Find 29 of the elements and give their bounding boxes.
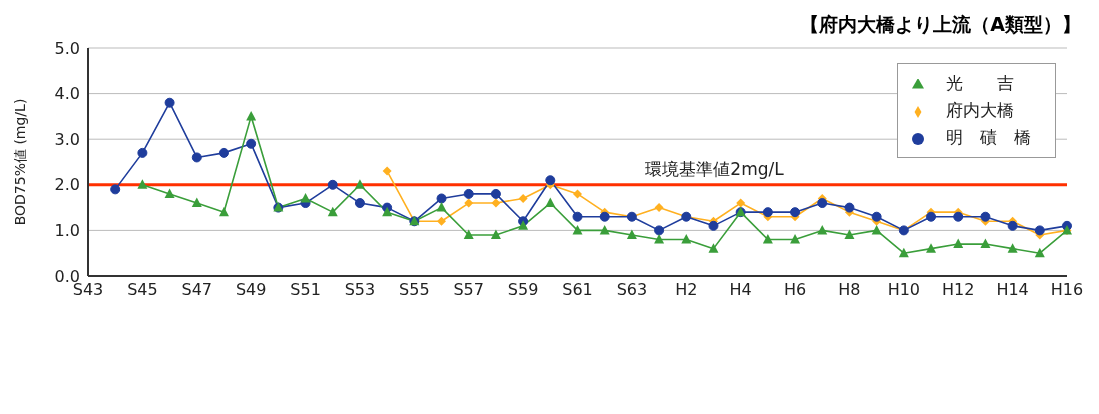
legend-label: 光 吉 (946, 73, 1014, 93)
legend-label: 明 磧 橋 (946, 127, 1031, 147)
y-axis-title: BOD75%値 (mg/L) (11, 98, 28, 226)
x-tick-label: S51 (290, 280, 321, 300)
x-tick-label: H8 (838, 280, 861, 300)
x-tick-label: H4 (729, 280, 752, 300)
x-tick-label: S47 (181, 280, 213, 300)
x-tick-label: S61 (562, 280, 593, 300)
x-tick-label: H2 (675, 280, 698, 300)
x-tick-label: H14 (996, 280, 1029, 300)
x-tick-label: S55 (399, 280, 430, 300)
x-tick-label: S63 (616, 280, 648, 300)
x-tick-label: H16 (1050, 280, 1084, 300)
x-tick-label: S45 (127, 280, 158, 300)
y-tick-label: 2.0 (54, 175, 80, 195)
chart-title: 【府内大橋より上流（A類型）】 (800, 12, 1081, 37)
x-tick-label: H10 (887, 280, 921, 300)
y-tick-label: 4.0 (54, 84, 80, 104)
legend-label: 府内大橋 (946, 100, 1014, 120)
x-tick-label: S59 (507, 280, 539, 300)
x-tick-label: H12 (942, 280, 975, 300)
y-tick-label: 3.0 (54, 129, 80, 149)
y-tick-label: 5.0 (54, 38, 80, 58)
x-tick-label: S53 (344, 280, 376, 300)
x-tick-label: S57 (453, 280, 484, 300)
x-tick-label: S49 (235, 280, 267, 300)
y-tick-label: 1.0 (54, 221, 80, 241)
x-tick-label: H6 (783, 280, 807, 300)
ref-line-label: 環境基準値2mg/L (645, 158, 785, 179)
